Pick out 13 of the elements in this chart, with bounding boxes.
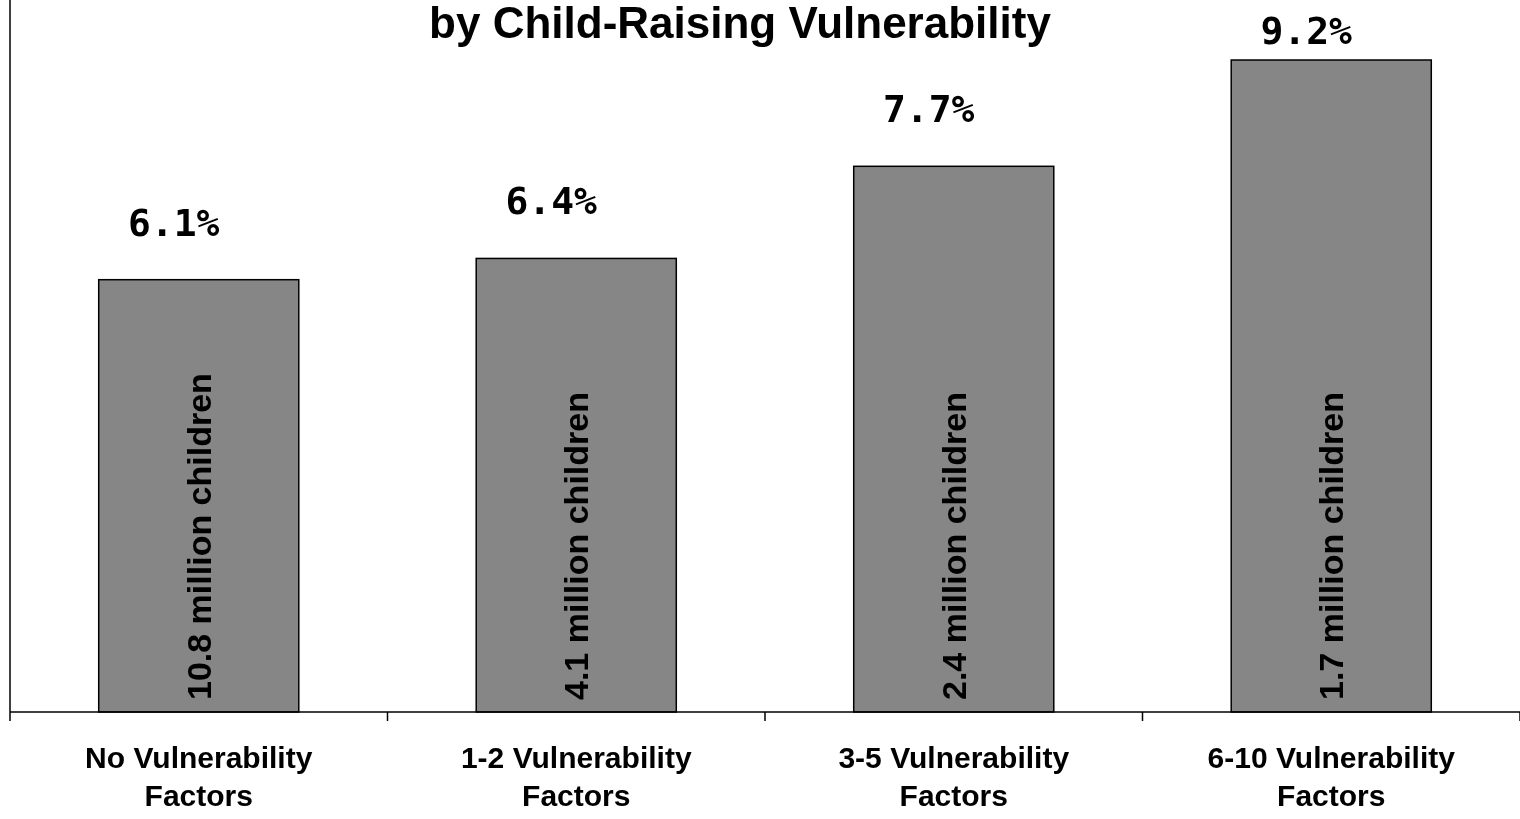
data-label: 9.2% [1260, 9, 1353, 53]
annotation: 1.7 million children [1312, 392, 1351, 700]
x-tick-label: 6-10 Vulnerability Factors [1207, 741, 1456, 812]
data-label: 6.1% [127, 200, 220, 245]
annotation: 2.4 million children [934, 392, 973, 700]
annotation: 4.1 million children [557, 392, 596, 700]
x-tick-label: No Vulnerability Factors [85, 741, 313, 812]
chart-title: by Child-Raising Vulnerability [429, 0, 1052, 47]
x-tick-label: 1-2 Vulnerability Factors [460, 741, 692, 812]
data-label: 7.7% [882, 87, 975, 132]
x-tick-label: 3-5 Vulnerability Factors [838, 741, 1070, 812]
data-label: 6.4% [505, 179, 598, 224]
annotation: 10.8 million children [179, 373, 218, 700]
